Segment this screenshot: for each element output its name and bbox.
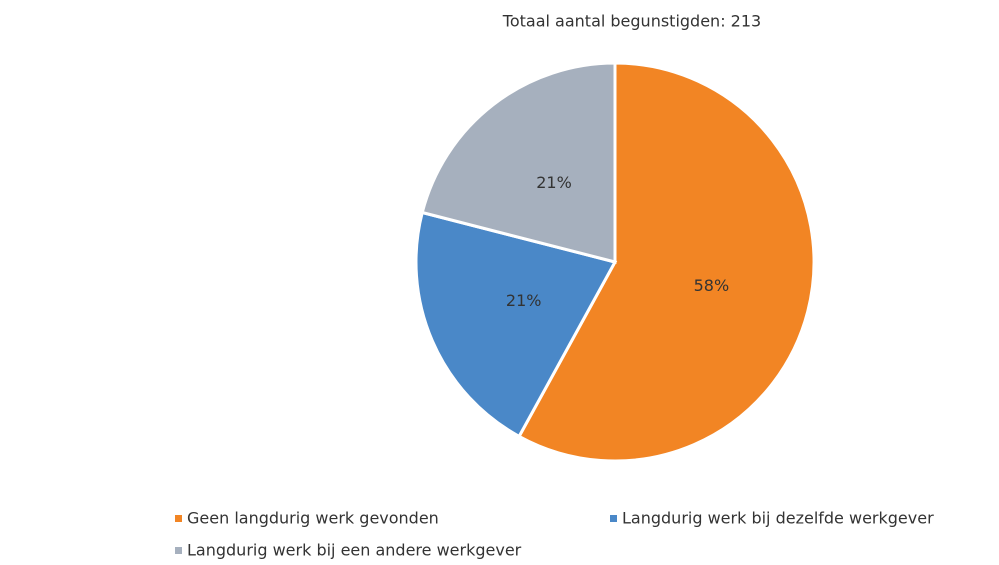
legend-swatch — [175, 515, 182, 522]
chart-title: Totaal aantal begunstigden: 213 — [502, 12, 761, 31]
data-label: 21% — [506, 291, 542, 310]
legend-label: Geen langdurig werk gevonden — [187, 509, 439, 528]
data-label: 58% — [694, 276, 730, 295]
legend-swatch — [175, 547, 182, 554]
pie-slice — [517, 61, 816, 463]
legend-label: Langdurig werk bij een andere werkgever — [187, 541, 522, 560]
data-label: 21% — [536, 173, 572, 192]
legend-label: Langdurig werk bij dezelfde werkgever — [622, 509, 934, 528]
legend-swatch — [610, 515, 617, 522]
pie-slice — [420, 61, 617, 264]
pie-slice — [414, 210, 618, 439]
